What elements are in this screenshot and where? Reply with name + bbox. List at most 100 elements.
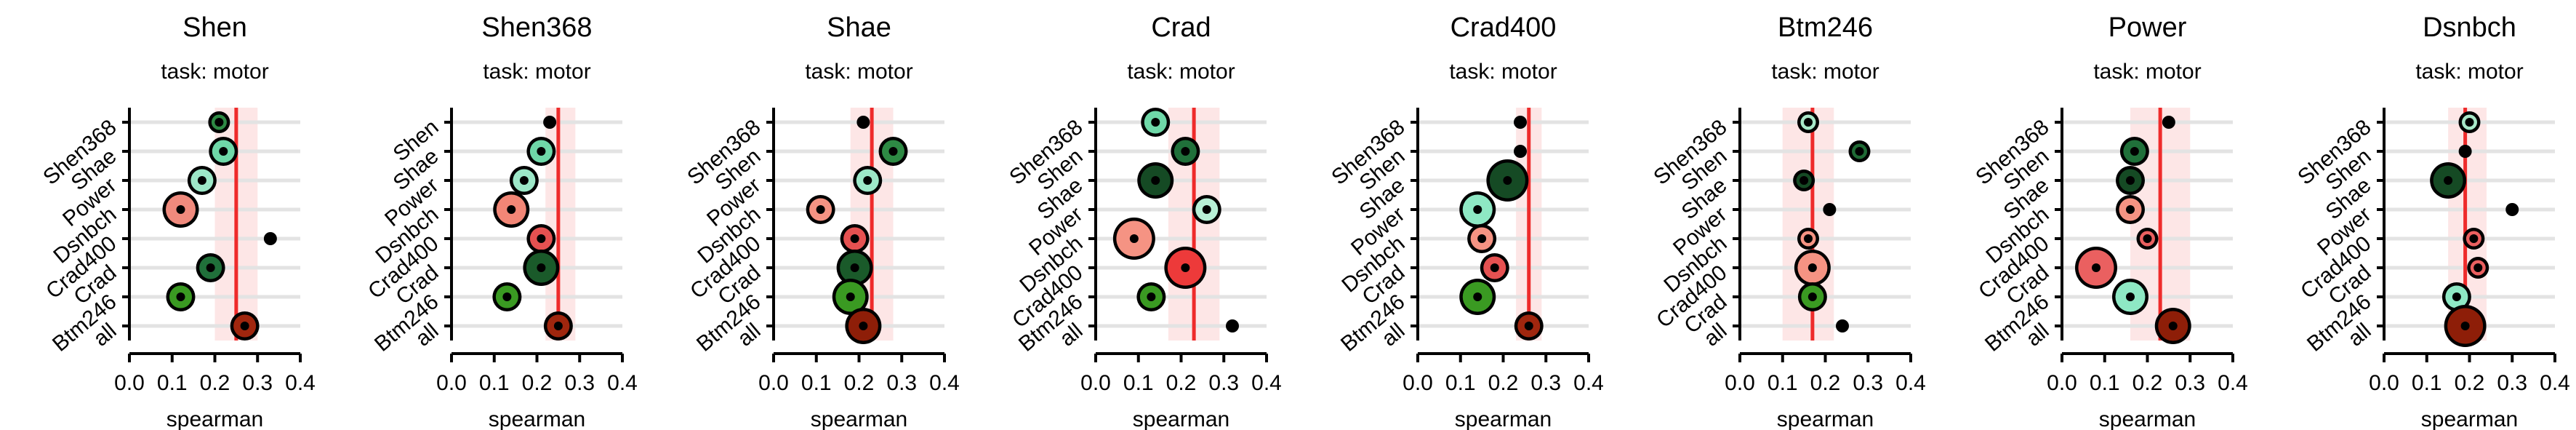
x-tick-label: 0.0 [1725,371,1755,395]
data-point-center [863,176,872,185]
x-tick-label: 0.0 [1403,371,1433,395]
facet-title: Shen [182,12,247,43]
x-tick-label: 0.0 [758,371,789,395]
x-axis-label: spearman [2099,407,2196,430]
data-point-center [197,176,206,185]
x-tick-label: 0.2 [1488,371,1519,395]
x-tick-label: 0.4 [1895,371,1926,395]
data-point [856,116,870,129]
data-point [2458,145,2472,158]
x-tick-label: 0.4 [285,371,316,395]
data-point-center [537,263,546,272]
data-point-center [537,147,546,156]
facet-subtitle: task: motor [1771,60,1879,84]
data-point-center [846,292,855,301]
data-point-center [2126,205,2135,214]
facet-subtitle: task: motor [2093,60,2201,84]
data-point-center [176,292,185,301]
data-point [263,232,277,245]
x-axis-label: spearman [2421,407,2518,430]
data-point-center [2460,322,2470,330]
data-point-center [1799,176,1809,185]
data-point-center [2126,176,2135,185]
x-tick-label: 0.1 [157,371,188,395]
data-point-center [1503,176,1512,185]
data-point-center [2130,147,2139,156]
x-tick-label: 0.3 [1530,371,1561,395]
facet-subtitle: task: motor [805,60,912,84]
x-axis-label: spearman [1455,407,1552,430]
data-point-center [507,205,516,214]
data-point-center [240,322,249,330]
data-point-center [1151,176,1160,185]
facet-subtitle: task: motor [2415,60,2523,84]
x-tick-label: 0.0 [436,371,467,395]
x-axis-label: spearman [1133,407,1229,430]
data-point-center [1202,205,1211,214]
data-point-center [850,263,859,272]
data-point-center [2452,292,2461,301]
x-tick-label: 0.1 [2412,371,2442,395]
data-point [1514,145,1527,158]
data-point-center [1477,234,1487,243]
data-point [1514,116,1527,129]
x-axis-label: spearman [166,407,263,430]
facet-subtitle: task: motor [1127,60,1235,84]
data-point-center [1473,205,1482,214]
x-tick-label: 0.4 [1573,371,1604,395]
x-tick-label: 0.4 [2218,371,2248,395]
data-point [1226,319,1239,333]
facet-subtitle: task: motor [161,60,268,84]
x-tick-label: 0.1 [1445,371,1476,395]
facet-subtitle: task: motor [483,60,590,84]
x-tick-label: 0.4 [607,371,638,395]
facet-title: Crad [1151,12,1211,43]
data-point-center [1490,263,1499,272]
data-point-center [1855,147,1864,156]
facet-subtitle: task: motor [1449,60,1557,84]
facet-title: Power [2108,12,2187,43]
data-point-center [888,147,898,156]
x-tick-label: 0.2 [2132,371,2163,395]
x-tick-label: 0.4 [1251,371,1282,395]
x-tick-label: 0.0 [2369,371,2399,395]
x-tick-label: 0.1 [1768,371,1798,395]
facet-title: Crad400 [1450,12,1557,43]
data-point-center [1147,292,1156,301]
x-tick-label: 0.1 [479,371,510,395]
data-point-center [1129,234,1139,243]
x-tick-label: 0.3 [2175,371,2205,395]
data-point-center [502,292,512,301]
data-point-center [1804,118,1813,127]
facet-title: Btm246 [1778,12,1873,43]
data-point [543,116,557,129]
data-point-center [859,322,868,330]
data-point-center [519,176,529,185]
x-tick-label: 0.3 [1208,371,1239,395]
x-tick-label: 0.4 [929,371,960,395]
x-axis-label: spearman [811,407,907,430]
x-axis-label: spearman [1777,407,1874,430]
x-axis-label: spearman [489,407,585,430]
data-point-center [1473,292,1482,301]
data-point-center [1151,118,1160,127]
data-point-center [816,205,825,214]
x-tick-label: 0.3 [242,371,273,395]
data-point-center [176,205,185,214]
data-point [1836,319,1849,333]
data-point-center [2469,234,2479,243]
data-point-center [2444,176,2453,185]
x-tick-label: 0.1 [2090,371,2120,395]
x-tick-label: 0.3 [564,371,595,395]
data-point [2162,116,2175,129]
facet-title: Shae [827,12,891,43]
